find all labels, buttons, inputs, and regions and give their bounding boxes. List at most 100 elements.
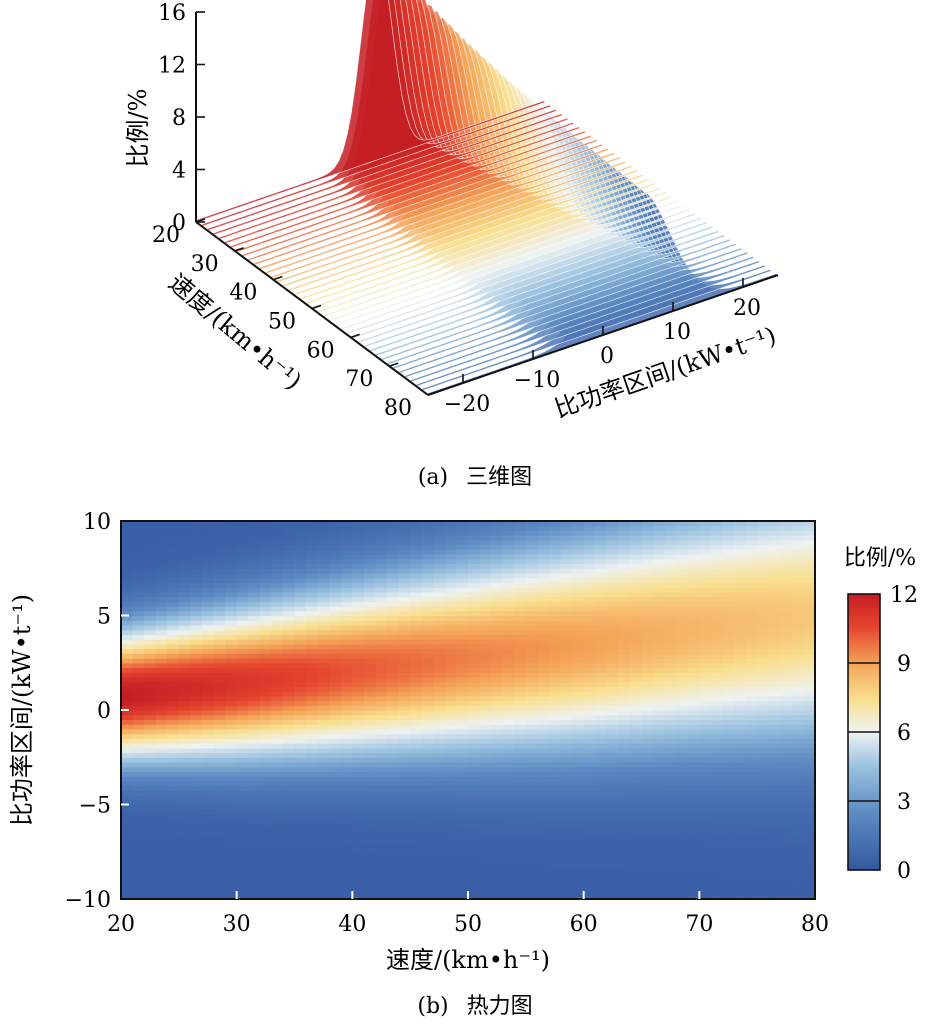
heatmap-cell (213, 719, 226, 725)
heatmap-cell (225, 648, 238, 654)
heatmap-cell (468, 549, 481, 555)
heatmap-cell (294, 653, 307, 659)
heatmap-cell (410, 686, 423, 692)
heatmap-cell (398, 790, 411, 796)
heatmap-cell (225, 658, 238, 664)
heatmap-cell (306, 563, 319, 569)
heatmap-cell (618, 695, 631, 702)
heatmap-cell (132, 610, 145, 617)
heatmap-cell (225, 804, 238, 810)
heatmap-cell (306, 828, 319, 834)
heatmap-cell (213, 847, 226, 853)
heatmap-cell (479, 558, 492, 565)
heatmap-cell (433, 870, 446, 876)
heatmap-cell (155, 662, 168, 669)
heatmap-cell (525, 648, 538, 654)
heatmap-cell (583, 842, 596, 848)
heatmap-cell (363, 591, 377, 598)
heatmap-cell (548, 639, 562, 645)
heatmap-cell (491, 875, 504, 881)
heatmap-cell (560, 662, 573, 669)
heatmap-cell (201, 591, 215, 598)
heatmap-cell (352, 686, 365, 692)
heatmap-cell (791, 780, 805, 787)
heatmap-cell (294, 747, 307, 754)
heatmap-cell (144, 795, 157, 801)
heatmap-cell (132, 691, 145, 697)
heatmap-cell (734, 714, 747, 721)
heatmap-cell (248, 535, 261, 541)
heatmap-cell (259, 624, 272, 631)
heatmap-cell (595, 761, 608, 768)
heatmap-cell (537, 880, 550, 886)
heatmap-cell (433, 572, 446, 579)
heatmap-cell (664, 624, 677, 631)
heatmap-cell (618, 530, 631, 536)
heatmap-cell (525, 747, 538, 754)
heatmap-cell (444, 851, 458, 858)
heatmap-cell (340, 875, 353, 881)
heatmap-cell (560, 705, 573, 711)
heatmap-cell (629, 865, 643, 872)
heatmap-cell (121, 733, 134, 739)
heatmap-cell (375, 799, 388, 806)
heatmap-cell (317, 728, 330, 735)
heatmap-cell (676, 818, 689, 824)
heatmap-cell (548, 780, 562, 787)
heatmap-cell (560, 818, 573, 824)
heatmap-cell (144, 629, 157, 635)
heatmap-cell (791, 643, 805, 650)
heatmap-cell (699, 842, 712, 848)
heatmap-cell (444, 639, 458, 645)
heatmap-cell (167, 525, 180, 532)
heatmap-cell (618, 785, 631, 791)
heatmap-cell (340, 676, 353, 683)
heatmap-cell (456, 700, 469, 706)
heatmap-cell (352, 790, 365, 796)
heatmap-cell (641, 658, 654, 664)
heatmap-cell (236, 610, 249, 617)
heatmap-cell (144, 672, 157, 678)
heatmap-cell (444, 804, 458, 810)
heatmap-cell (121, 610, 134, 617)
heatmap-cell (352, 691, 365, 697)
heatmap-cell (121, 606, 134, 612)
heatmap-cell (398, 539, 411, 546)
heatmap-cell (710, 776, 724, 782)
heatmap-cell (676, 615, 689, 621)
heatmap-cell (629, 577, 643, 584)
heatmap-cell (664, 587, 677, 593)
heatmap-cell (653, 743, 666, 749)
heatmap-cell (444, 700, 458, 706)
heatmap-cell (722, 676, 735, 683)
heatmap-cell (780, 672, 793, 678)
heatmap-cell (537, 705, 550, 711)
heatmap-cell (780, 601, 793, 607)
heatmap-cell (178, 818, 191, 824)
heatmap-cell (722, 667, 735, 673)
heatmap-cell (572, 813, 585, 820)
heatmap-cell (306, 530, 319, 536)
heatmap-cell (294, 880, 307, 886)
heatmap-cell (676, 743, 689, 749)
heatmap-cell (468, 606, 481, 612)
heatmap-cell (768, 880, 781, 886)
heatmap-cell (433, 554, 446, 560)
heatmap-cell (178, 615, 191, 621)
heatmap-cell (560, 719, 573, 725)
heatmap-cell (780, 643, 793, 650)
heatmap-cell (525, 620, 538, 626)
heatmap-cell (653, 771, 666, 777)
heatmap-cell (329, 667, 342, 673)
heatmap-cell (687, 724, 700, 730)
heatmap-cell (144, 837, 157, 843)
heatmap-cell (317, 662, 330, 669)
heatmap-cell (757, 766, 770, 773)
heatmap-cell (248, 728, 261, 735)
heatmap-cell (248, 530, 261, 536)
heatmap-cell (757, 771, 770, 777)
heatmap-cell (387, 894, 400, 899)
heatmap-cell (271, 634, 284, 640)
heatmap-cell (583, 813, 596, 820)
heatmap-cell (398, 719, 411, 725)
